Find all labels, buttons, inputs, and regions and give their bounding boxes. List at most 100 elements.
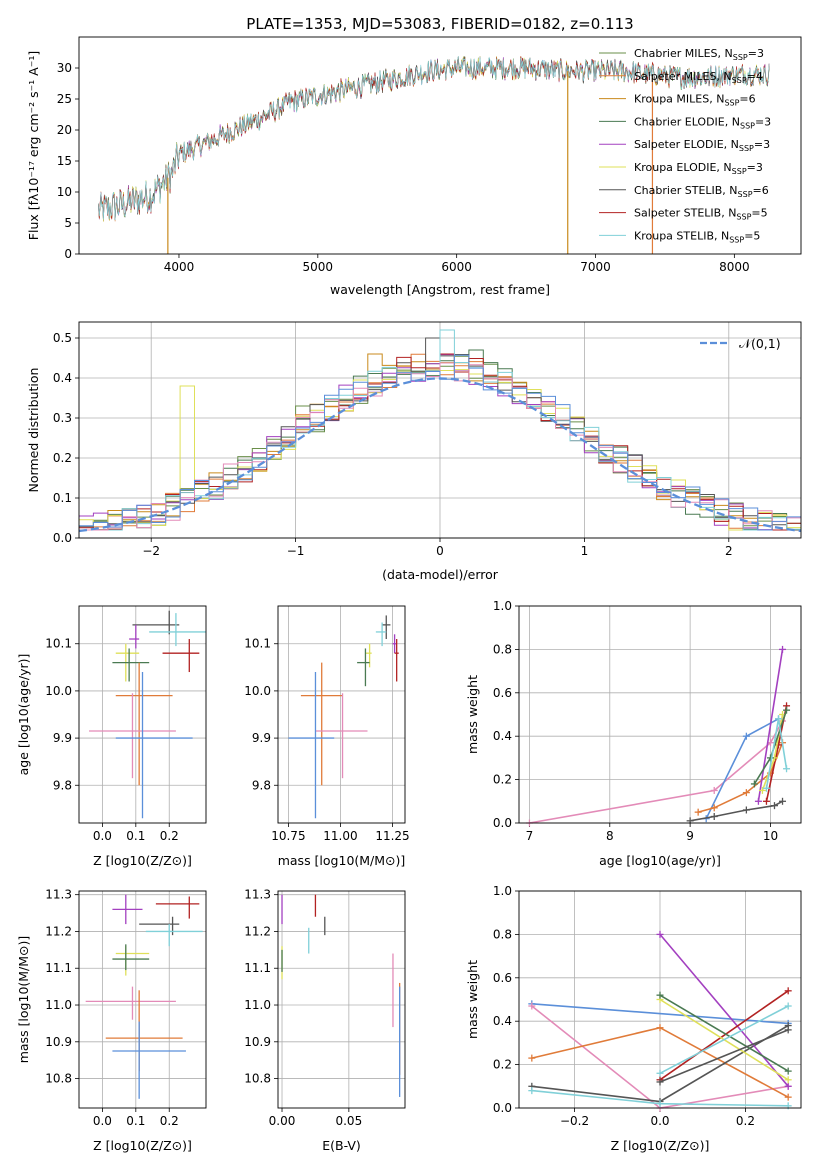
legend-label: 𝒩(0,1) — [739, 336, 781, 351]
x-tick-label: 0.0 — [650, 1114, 669, 1128]
y-tick-label: 11.0 — [244, 998, 271, 1012]
x-tick-label: 7 — [526, 829, 534, 843]
x-tick-label: 0.05 — [335, 1114, 362, 1128]
legend-label: Salpeter STELIB, NSSP=5 — [634, 207, 768, 222]
y-tick-label: 0.5 — [53, 331, 72, 345]
y-tick-label: 15 — [57, 154, 72, 168]
y-axis-label: mass [log10(M/M⊙)] — [16, 936, 31, 1064]
weight-line — [659, 1029, 789, 1083]
panel-age_vs_mass: 10.75 11.00 11.25 9.8 9.9 10.0 10.1 mass [log10… — [244, 605, 410, 868]
panel-weight_vs_Z: −0.2 0.0 0.2 0.0 0.2 0.4 0.6 0.8 1.0 Z [log10(Z/Z… — [465, 884, 802, 1153]
weight-line — [531, 1005, 789, 1108]
x-tick-label: −1 — [287, 544, 305, 558]
x-tick-label: 11.25 — [375, 829, 409, 843]
y-tick-label: 0.8 — [493, 927, 512, 941]
y-tick-label: 10.8 — [244, 1072, 271, 1086]
y-tick-label: 10.8 — [45, 1072, 72, 1086]
weight-line — [659, 994, 789, 1072]
panel-residuals: −2 −1 0 1 2 0.0 0.1 0.2 0.3 0.4 0.5 𝒩(0,1) (data-mod… — [26, 321, 802, 582]
legend-label: Salpeter ELODIE, NSSP=3 — [634, 138, 770, 153]
weight-line — [659, 1005, 789, 1075]
legend-label: Salpeter MILES, NSSP=4 — [634, 70, 763, 85]
y-tick-label: 0.6 — [493, 971, 512, 985]
y-tick-label: 9.8 — [252, 778, 271, 792]
axes-frame — [78, 605, 207, 824]
y-tick-label: 11.3 — [45, 888, 72, 902]
x-tick-label: 10 — [763, 829, 778, 843]
x-axis-label: (data-model)/error — [382, 567, 499, 582]
weight-line — [659, 933, 789, 1087]
y-tick-label: 9.9 — [53, 731, 72, 745]
x-tick-label: 8000 — [719, 260, 750, 274]
x-axis-label: E(B-V) — [322, 1138, 361, 1153]
x-tick-label: 0.2 — [160, 829, 179, 843]
legend-label: Kroupa MILES, NSSP=6 — [634, 93, 756, 108]
panel-mass_vs_ebv: 0.00 0.05 10.8 10.9 11.0 11.1 11.2 11.3 E(B-V) — [244, 888, 406, 1153]
x-tick-label: 4000 — [164, 260, 195, 274]
y-tick-label: 0.2 — [493, 773, 512, 787]
y-tick-label: 0.0 — [493, 1101, 512, 1115]
y-tick-label: 10.0 — [45, 684, 72, 698]
x-tick-label: 0.0 — [93, 1114, 112, 1128]
y-tick-label: 0.4 — [493, 1014, 512, 1028]
y-tick-label: 0.2 — [493, 1058, 512, 1072]
y-tick-label: 9.9 — [252, 731, 271, 745]
y-tick-label: 20 — [57, 123, 72, 137]
y-axis-label: Flux [fλ10⁻¹⁷ erg cm⁻² s⁻¹ A⁻¹] — [26, 51, 41, 240]
spectrum-line — [98, 56, 770, 221]
y-tick-label: 1.0 — [493, 884, 512, 898]
figure-title: PLATE=1353, MJD=53083, FIBERID=0182, z=0… — [246, 15, 633, 33]
y-tick-label: 11.2 — [244, 924, 271, 938]
x-tick-label: 0.1 — [126, 829, 145, 843]
y-tick-label: 11.1 — [45, 961, 72, 975]
x-axis-label: Z [log10(Z/Z⊙)] — [93, 1138, 192, 1153]
y-tick-label: 0.2 — [53, 451, 72, 465]
x-tick-label: 10.75 — [271, 829, 305, 843]
x-tick-label: 0.1 — [126, 1114, 145, 1128]
x-tick-label: 9 — [686, 829, 694, 843]
panel-mass_vs_Z: 0.0 0.1 0.2 10.8 10.9 11.0 11.1 11.2 11.3 Z [log1… — [16, 888, 207, 1153]
y-tick-label: 0.6 — [493, 686, 512, 700]
histogram-step — [79, 354, 801, 538]
y-tick-label: 0.4 — [493, 729, 512, 743]
y-axis-label: Normed distribution — [26, 368, 41, 493]
y-axis-label: age [log10(age/yr)] — [16, 654, 31, 776]
x-tick-label: 8 — [606, 829, 614, 843]
y-axis-label: mass weight — [465, 675, 480, 754]
x-tick-label: 2 — [725, 544, 733, 558]
x-tick-label: 7000 — [580, 260, 611, 274]
y-tick-label: 10.9 — [45, 1035, 72, 1049]
panel-weight_vs_age: 7 8 9 10 0.0 0.2 0.4 0.6 0.8 1.0 age [log10(age/yr… — [465, 599, 802, 868]
y-tick-label: 0.8 — [493, 642, 512, 656]
x-tick-label: 0.2 — [160, 1114, 179, 1128]
y-tick-label: 10.9 — [244, 1035, 271, 1049]
y-tick-label: 0.0 — [53, 531, 72, 545]
y-tick-label: 10.0 — [244, 684, 271, 698]
y-tick-label: 25 — [57, 92, 72, 106]
axes-frame — [78, 36, 802, 255]
x-axis-label: wavelength [Angstrom, rest frame] — [330, 282, 550, 297]
gaussian-curve — [79, 377, 801, 533]
y-tick-label: 9.8 — [53, 778, 72, 792]
x-axis-label: mass [log10(M/M⊙)] — [278, 853, 406, 868]
axes-frame — [78, 321, 802, 539]
legend-label: Chabrier MILES, NSSP=3 — [634, 47, 764, 62]
axes-frame — [518, 605, 802, 824]
x-tick-label: −0.2 — [560, 1114, 589, 1128]
axes-frame — [78, 890, 207, 1109]
panel-age_vs_Z: 0.0 0.1 0.2 9.8 9.9 10.0 10.1 Z [log10(Z/Z⊙)] ag… — [16, 605, 207, 868]
y-tick-label: 11.1 — [244, 961, 271, 975]
y-tick-label: 10.1 — [45, 637, 72, 651]
legend-label: Chabrier STELIB, NSSP=6 — [634, 184, 769, 199]
y-tick-label: 0.0 — [493, 816, 512, 830]
y-tick-label: 10.1 — [244, 637, 271, 651]
x-tick-label: 0.2 — [736, 1114, 755, 1128]
y-tick-label: 1.0 — [493, 599, 512, 613]
legend-label: Kroupa ELODIE, NSSP=3 — [634, 161, 763, 176]
y-tick-label: 11.0 — [45, 998, 72, 1012]
axes-frame — [277, 605, 406, 824]
legend-label: Kroupa STELIB, NSSP=5 — [634, 229, 760, 244]
weight-line — [757, 649, 784, 802]
x-tick-label: 0.0 — [93, 829, 112, 843]
